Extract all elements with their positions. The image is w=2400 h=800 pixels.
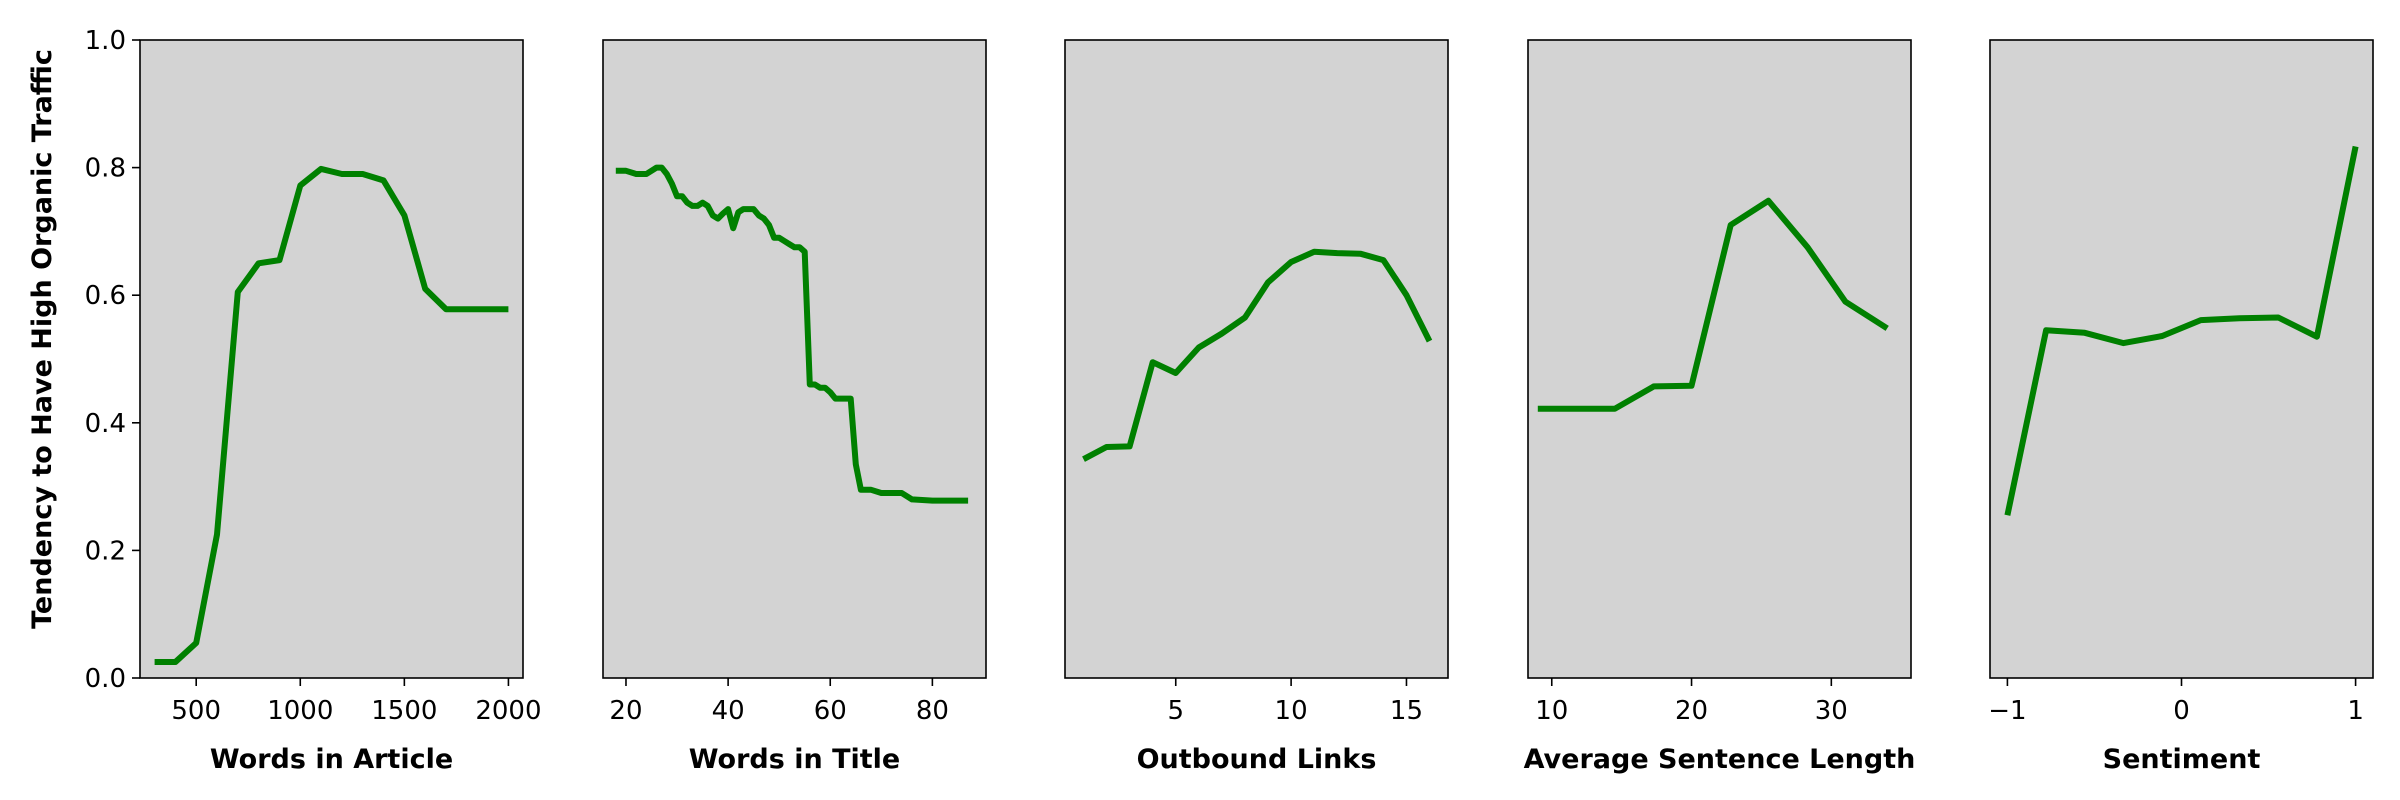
chart-panels: 500 1000 1500 2000 0.0 0.2 0.4 0.6 0.8 1.0 Words i… — [85, 26, 2374, 775]
plot-frame — [1064, 39, 1449, 679]
x-tick-label: 20 — [1675, 696, 1708, 726]
series-line — [615, 164, 969, 504]
chart-panel-1: 500 1000 1500 2000 0.0 0.2 0.4 0.6 0.8 1.0 Words i… — [85, 26, 542, 775]
plot-frame — [1527, 39, 1912, 679]
chart-panel-2: 20 40 60 80 Words in Title — [602, 39, 987, 775]
plot-area — [1528, 40, 1911, 678]
y-tick-label: 0.4 — [85, 409, 126, 439]
y-tick-label: 0.8 — [85, 154, 126, 184]
x-tick-label: 2000 — [475, 696, 541, 726]
y-axis-label: Tendency to Have High Organic Traffic — [27, 49, 58, 629]
x-axis-label: Sentiment — [2103, 744, 2261, 775]
x-axis-label: Average Sentence Length — [1524, 744, 1916, 775]
y-tick-label: 0.0 — [85, 664, 126, 694]
plot-area — [1065, 40, 1448, 678]
x-tick-label: −1 — [1988, 696, 2026, 726]
x-tick-label: 15 — [1390, 696, 1423, 726]
x-tick-label: 20 — [609, 696, 642, 726]
x-tick-label: 1 — [2347, 696, 2364, 726]
plot-area — [1990, 40, 2373, 678]
plot-area — [603, 40, 986, 678]
series-line — [1082, 248, 1433, 462]
x-tick-label: 1500 — [371, 696, 437, 726]
chart-panel-3: 5 10 15 Outbound Links — [1064, 39, 1449, 775]
chart-panel-4: 10 20 30 Average Sentence Length — [1524, 39, 1916, 775]
x-tick-label: 1000 — [267, 696, 333, 726]
plot-area — [140, 40, 523, 678]
x-axis-label: Words in Title — [689, 744, 901, 775]
x-axis-label: Outbound Links — [1137, 744, 1377, 775]
series-line — [2004, 145, 2359, 516]
x-tick-label: 80 — [916, 696, 949, 726]
plot-frame — [139, 39, 524, 679]
chart-panel-5: −1 0 1 Sentiment — [1988, 39, 2374, 775]
plot-frame — [602, 39, 987, 679]
y-tick-label: 1.0 — [85, 26, 126, 56]
y-tick-label: 0.6 — [85, 281, 126, 311]
x-tick-label: 30 — [1815, 696, 1848, 726]
x-tick-label: 10 — [1275, 696, 1308, 726]
series-line — [1537, 197, 1889, 412]
x-axis-label: Words in Article — [210, 744, 453, 775]
x-tick-label: 60 — [814, 696, 847, 726]
series-line — [154, 165, 509, 665]
y-tick-label: 0.2 — [85, 536, 126, 566]
x-tick-label: 0 — [2173, 696, 2190, 726]
x-tick-label: 10 — [1535, 696, 1568, 726]
x-tick-label: 500 — [171, 696, 221, 726]
x-tick-label: 40 — [712, 696, 745, 726]
x-tick-label: 5 — [1167, 696, 1184, 726]
